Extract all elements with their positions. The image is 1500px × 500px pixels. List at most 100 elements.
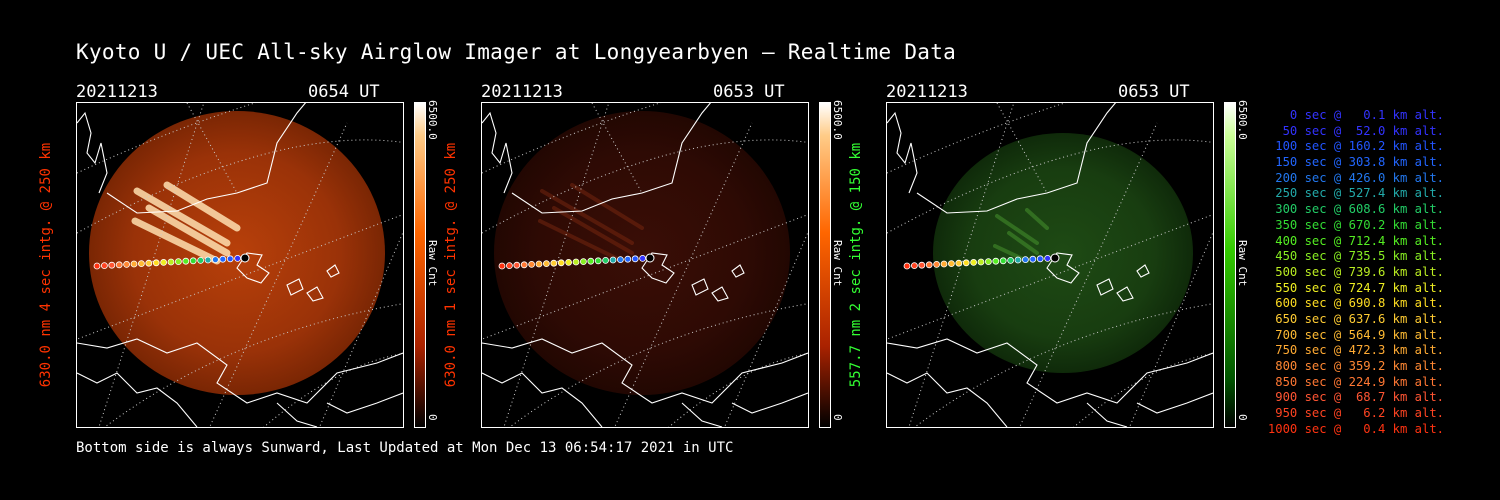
track-point [108,261,116,269]
track-point [594,257,602,265]
legend-row: 850 sec @ 224.9 km alt. [1275,374,1444,389]
track-point [977,258,985,266]
legend-row: 300 sec @ 608.6 km alt. [1275,202,1444,217]
track-point [152,259,160,267]
airglow-panel-1: 20211213 0654 UT 630.0 nm 4 sec intg. @ … [38,80,536,435]
panel-time: 0653 UT [713,82,785,102]
track-point [100,262,108,270]
track-point [948,260,955,268]
panel-time: 0653 UT [1118,82,1190,102]
legend-row: 400 sec @ 712.4 km alt. [1275,233,1444,248]
track-point [234,254,242,262]
track-point [138,260,145,268]
track-point [498,262,506,270]
track-point [985,258,992,266]
legend-row: 950 sec @ 6.2 km alt. [1275,406,1444,421]
track-point [550,259,558,267]
track-point [197,256,204,264]
track-point [528,260,535,268]
all-sky-image [886,102,1214,428]
panel-time: 0654 UT [308,82,380,102]
legend-row: 0 sec @ 0.1 km alt. [1289,108,1444,122]
track-point [93,262,101,270]
footer-status: Bottom side is always Sunward, Last Upda… [76,440,734,456]
track-point [520,261,528,269]
track-point [167,258,175,266]
track-point [543,260,550,268]
track-point [226,255,234,263]
legend-row: 1000 sec @ 0.4 km alt. [1267,421,1444,436]
track-point [999,257,1007,265]
track-point [580,258,587,266]
track-point [115,261,123,269]
panel-date: 20211213 [76,82,158,102]
legend-row: 550 sec @ 724.7 km alt. [1275,280,1444,295]
track-point [572,258,580,266]
legend-row: 800 sec @ 359.2 km alt. [1275,359,1444,373]
legend-row: 700 sec @ 564.9 km alt. [1275,327,1444,342]
color-bar-min-label: 0 [831,414,844,421]
color-bar-min-label: 0 [426,414,439,421]
track-point [624,255,632,263]
track-point [639,254,647,262]
panel-date: 20211213 [481,82,563,102]
satellite-track [903,253,1060,270]
track-point [204,256,212,264]
track-point [505,262,513,270]
color-bar [414,102,426,428]
legend-row: 650 sec @ 637.6 km alt. [1275,311,1444,326]
legend-row: 200 sec @ 426.0 km alt. [1275,170,1444,185]
track-point [918,261,926,269]
track-point [175,258,182,266]
track-point [535,260,543,268]
satellite-track [93,253,250,270]
all-sky-image [76,102,404,428]
track-point [1014,256,1022,264]
legend-row: 350 sec @ 670.2 km alt. [1275,217,1444,232]
track-point [1036,255,1044,263]
track-point [1029,255,1037,263]
legend-row: 250 sec @ 527.4 km alt. [1275,186,1444,201]
track-point [1007,256,1014,264]
page-title: Kyoto U / UEC All-sky Airglow Imager at … [76,40,957,64]
all-sky-image [481,102,809,428]
airglow-panel-2: 20211213 0653 UT 630.0 nm 1 sec intg. @ … [443,80,941,435]
track-point [182,257,190,265]
legend-row: 100 sec @ 160.2 km alt. [1275,139,1444,154]
track-point [616,256,624,264]
track-point [1044,254,1052,262]
track-point [160,258,167,266]
track-point [189,257,197,265]
satellite-track [498,253,655,270]
track-point [925,261,933,269]
color-bar-unit-label: Raw Cnt [1236,240,1249,287]
track-point [557,259,565,267]
legend-row: 450 sec @ 735.5 km alt. [1275,249,1444,264]
track-point [602,256,609,264]
panel-date: 20211213 [886,82,968,102]
track-point [962,259,970,267]
legend-row: 750 sec @ 472.3 km alt. [1275,343,1444,358]
legend-row: 500 sec @ 739.6 km alt. [1275,264,1444,279]
legend-row: 150 sec @ 303.8 km alt. [1275,155,1444,170]
track-point [130,260,138,268]
track-point [123,260,130,268]
track-point [910,262,918,270]
track-point [940,260,948,268]
color-bar-max-label: 6500.0 [1236,100,1249,140]
time-altitude-legend: 0 sec @ 0.1 km alt. 50 sec @ 52.0 km alt.… [1266,108,1444,437]
track-point [970,258,977,266]
color-bar-min-label: 0 [1236,414,1249,421]
track-point [211,256,219,264]
track-point [933,260,940,268]
track-point [513,261,521,269]
track-point [565,258,572,266]
track-point [903,262,911,270]
track-point [219,255,227,263]
track-point [631,255,639,263]
color-bar [1224,102,1236,428]
track-point [145,259,153,267]
legend-row: 50 sec @ 52.0 km alt. [1282,123,1444,138]
track-point [1021,256,1029,264]
track-point [992,257,1000,265]
